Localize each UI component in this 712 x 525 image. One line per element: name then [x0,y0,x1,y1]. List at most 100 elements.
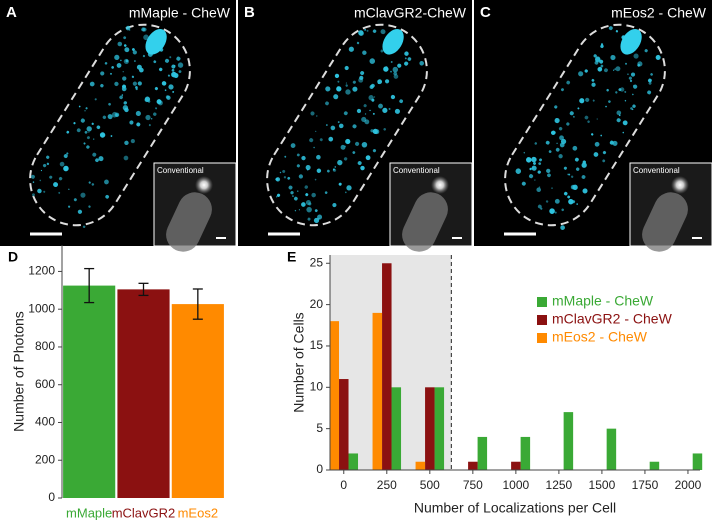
x-tick-label: 2000 [675,478,702,492]
localization [592,99,595,102]
localization [337,80,340,83]
localization [32,181,35,183]
localization [319,138,323,142]
localization [275,177,279,181]
bar [391,387,402,470]
localization [96,125,101,130]
localization [559,135,564,141]
localization [86,136,90,140]
localization [555,147,560,152]
localization [537,170,541,174]
localization [155,107,158,110]
inset-cell [402,192,448,252]
localization [39,179,42,182]
bar [425,387,435,470]
localization [600,64,604,68]
localization [593,54,597,58]
x-tick-label: 250 [377,478,397,492]
localization [85,107,88,110]
localization [301,202,306,207]
legend-label: mMaple - CheW [552,293,654,309]
localization [102,115,107,120]
localization [128,29,131,31]
localization [597,66,603,72]
localization [531,156,537,163]
localization [622,120,628,126]
inset-spot [671,176,689,194]
localization [545,200,549,203]
x-tick-label: 1250 [546,478,573,492]
localization [91,122,94,125]
localization [296,164,300,168]
localization [345,191,347,194]
localization [615,91,618,94]
localization [176,56,181,61]
localization [627,73,629,76]
localization [383,66,389,72]
legend-swatch [537,333,547,343]
bar [339,379,349,470]
localization [135,87,138,91]
localization [570,175,574,178]
localization [568,173,571,176]
localization [615,66,621,72]
localization [399,99,403,104]
localization [352,86,358,92]
localization [283,176,287,179]
localization [37,188,42,194]
bar [372,312,383,470]
localization [593,152,599,157]
localization [171,68,175,72]
x-tick-label: 1000 [503,478,530,492]
panel-label: E [287,249,296,265]
localization [296,153,300,157]
localization [644,49,648,53]
localization [390,94,396,100]
localization [123,101,127,105]
localization [404,51,409,56]
localization [345,138,351,145]
localization [316,168,322,173]
localization [561,208,564,212]
localization [364,119,370,125]
localization [591,78,595,82]
localization [143,34,149,41]
localization [404,61,409,66]
localization [66,152,69,155]
localization [521,181,526,186]
localization [105,194,110,199]
localization [131,75,135,78]
panel-label: B [244,4,255,21]
localization [537,204,542,209]
localization [119,95,123,100]
localization [556,142,558,144]
localization [325,86,331,92]
localization [316,115,318,117]
localization [390,61,393,63]
legend-swatch [537,315,547,325]
localization [296,190,299,192]
localization [630,107,633,110]
localization [393,74,399,79]
localization [558,127,563,131]
localization [345,84,348,87]
localization [77,209,83,214]
localization [326,169,330,173]
localization [558,154,563,159]
localization [298,174,303,179]
localization [348,46,354,52]
localization [309,138,314,143]
localization [344,65,349,71]
x-tick-label: 1500 [589,478,616,492]
localization [338,182,342,186]
localization [648,81,652,85]
localization [355,141,360,146]
localization [373,96,376,98]
localization [560,225,565,230]
localization [84,109,86,112]
localization [610,54,616,61]
y-tick-label: 0 [316,462,323,476]
localization [68,188,70,190]
localization [46,155,50,159]
